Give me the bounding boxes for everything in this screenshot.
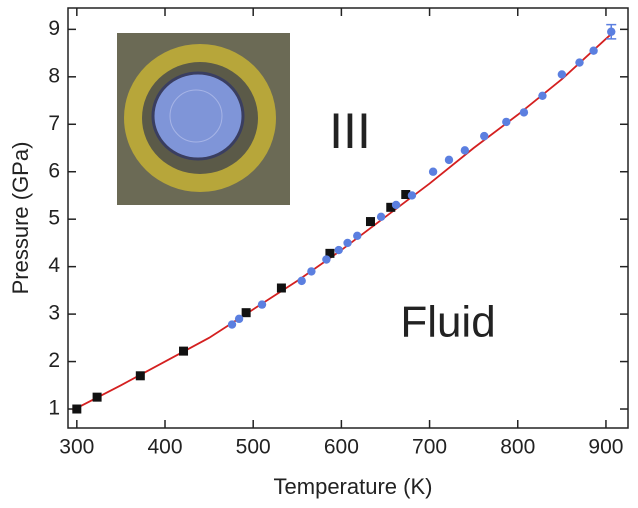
point (607, 27, 616, 36)
point (401, 190, 411, 200)
point (322, 255, 331, 264)
point (297, 276, 306, 286)
point (325, 248, 335, 258)
annotation: III (329, 103, 371, 159)
point (444, 155, 454, 165)
x-axis-label: Temperature (K) (274, 474, 433, 499)
point (353, 231, 362, 240)
point (234, 314, 244, 324)
y-tick-label: 7 (48, 112, 60, 135)
point (407, 191, 417, 200)
x-tick-label: 300 (59, 436, 94, 459)
y-tick-label: 2 (48, 349, 60, 372)
point (460, 146, 470, 155)
point (589, 46, 598, 55)
y-tick-label: 9 (48, 17, 60, 40)
y-tick-label: 1 (48, 397, 60, 420)
y-axis-label: Pressure (GPa) (8, 142, 33, 295)
point (365, 217, 375, 227)
point (92, 392, 102, 402)
point (276, 283, 286, 293)
x-tick-label: 400 (147, 436, 182, 459)
point (334, 245, 343, 255)
annotation: Fluid (400, 298, 495, 347)
point (257, 300, 267, 309)
inset-photo (117, 33, 290, 205)
point (428, 167, 438, 176)
plot-frame (67, 7, 629, 429)
x-tick-label: 500 (236, 436, 271, 459)
point (179, 346, 189, 356)
point (538, 91, 547, 100)
x-tick-label: 900 (588, 436, 623, 459)
y-tick-label: 5 (48, 207, 60, 230)
point (227, 320, 237, 329)
point (519, 108, 529, 117)
point (386, 202, 396, 212)
x-tick-label: 800 (500, 436, 535, 459)
point (343, 238, 352, 248)
point (502, 117, 511, 127)
point (557, 70, 567, 79)
y-tick-label: 6 (48, 159, 60, 182)
point (135, 371, 145, 381)
x-tick-label: 700 (412, 436, 447, 459)
point (575, 58, 584, 67)
point (376, 212, 386, 222)
point (480, 131, 489, 141)
y-tick-label: 4 (48, 254, 60, 277)
point (391, 200, 401, 210)
y-tick-label: 3 (48, 302, 60, 325)
point (72, 404, 82, 414)
x-tick-label: 600 (324, 436, 359, 459)
point (307, 267, 316, 276)
point (241, 308, 251, 318)
y-tick-label: 8 (48, 64, 60, 87)
